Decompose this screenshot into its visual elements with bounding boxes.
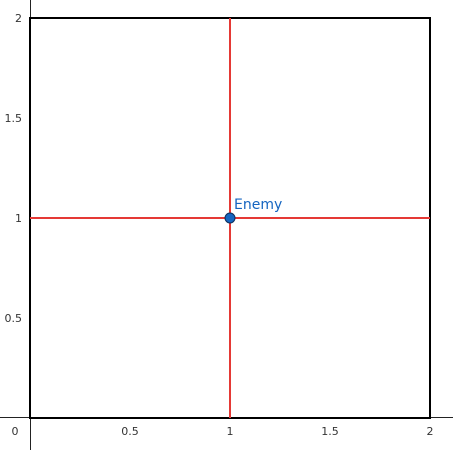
- x-tick-label: 0.5: [121, 425, 139, 438]
- y-tick-label: 1: [15, 212, 22, 225]
- y-tick-label: 2: [15, 12, 22, 25]
- enemy-point[interactable]: [224, 212, 236, 224]
- y-tick-label: 0.5: [5, 312, 23, 325]
- x-tick-label: 1: [227, 425, 234, 438]
- x-tick-label: 2: [427, 425, 434, 438]
- y-tick-label: 1.5: [5, 112, 23, 125]
- origin-label: 0: [12, 425, 19, 438]
- x-tick-label: 1.5: [321, 425, 339, 438]
- enemy-label: Enemy: [234, 197, 282, 213]
